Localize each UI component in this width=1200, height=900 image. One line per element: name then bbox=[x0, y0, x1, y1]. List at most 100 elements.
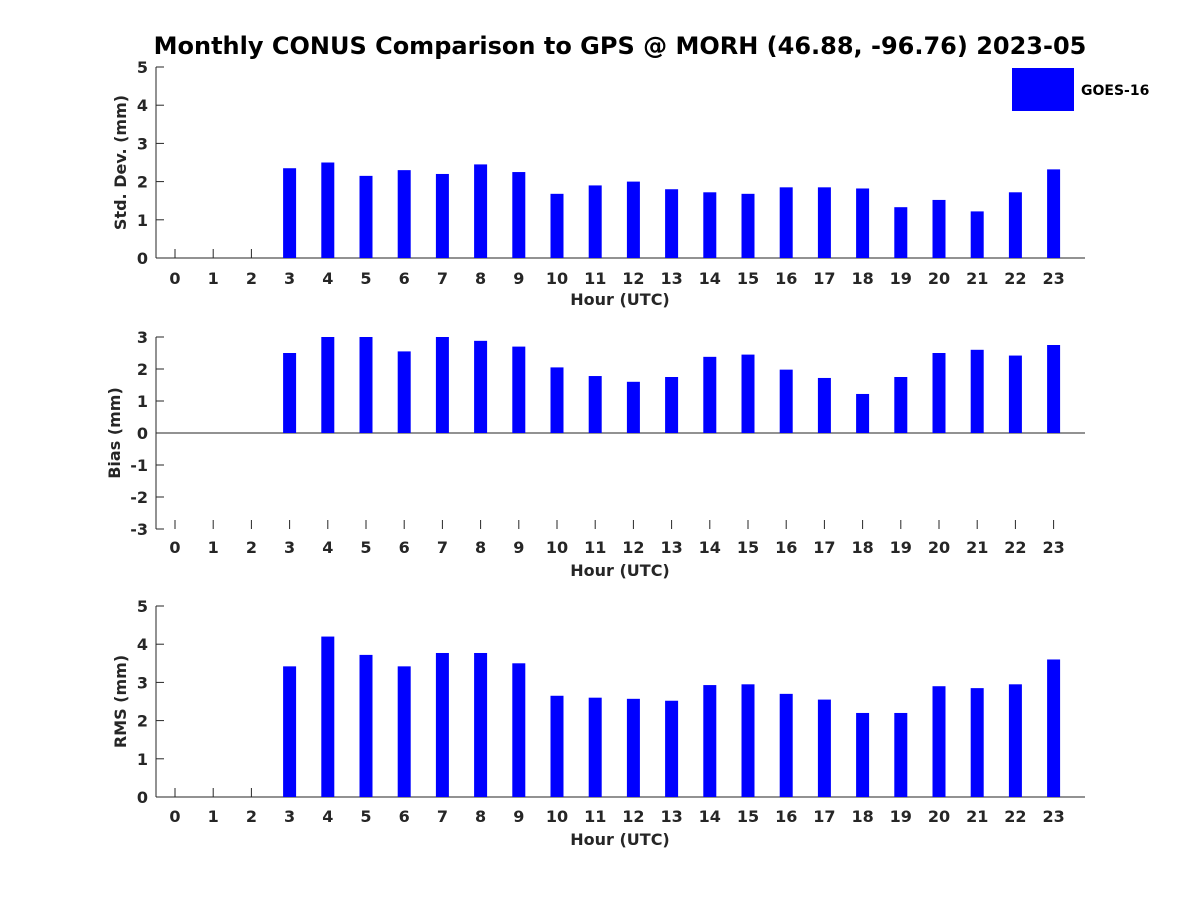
x-tick-label: 16 bbox=[775, 538, 797, 557]
bar-hour-14 bbox=[703, 192, 717, 258]
x-tick-label: 13 bbox=[660, 807, 682, 826]
bar-hour-6 bbox=[397, 666, 411, 797]
bar-hour-21 bbox=[970, 211, 984, 258]
bar-hour-9 bbox=[512, 346, 526, 433]
y-tick-label: -1 bbox=[130, 456, 148, 475]
x-tick-label: 12 bbox=[622, 807, 644, 826]
x-tick-label: 17 bbox=[813, 807, 835, 826]
y-tick-label: -2 bbox=[130, 488, 148, 507]
x-tick-label: 3 bbox=[284, 538, 295, 557]
x-tick-label: 3 bbox=[284, 807, 295, 826]
y-tick-label: 2 bbox=[137, 712, 148, 731]
x-tick-label: 6 bbox=[399, 538, 410, 557]
x-tick-label: 1 bbox=[208, 538, 219, 557]
x-tick-label: 5 bbox=[360, 538, 371, 557]
legend-label: GOES-16 bbox=[1081, 83, 1149, 99]
x-tick-label: 15 bbox=[737, 538, 759, 557]
y-axis-label: Bias (mm) bbox=[105, 387, 124, 479]
x-tick-label: 3 bbox=[284, 269, 295, 288]
x-tick-label: 7 bbox=[437, 269, 448, 288]
x-tick-label: 1 bbox=[208, 269, 219, 288]
x-tick-label: 23 bbox=[1042, 807, 1064, 826]
x-tick-label: 12 bbox=[622, 269, 644, 288]
x-tick-label: 4 bbox=[322, 538, 333, 557]
bar-hour-5 bbox=[359, 175, 373, 258]
x-tick-label: 23 bbox=[1042, 538, 1064, 557]
y-tick-label: 1 bbox=[137, 750, 148, 769]
x-tick-label: 20 bbox=[928, 538, 950, 557]
bar-hour-6 bbox=[397, 351, 411, 433]
x-tick-label: 13 bbox=[660, 538, 682, 557]
bar-hour-22 bbox=[1008, 355, 1022, 433]
bar-hour-9 bbox=[512, 172, 526, 258]
bar-hour-11 bbox=[588, 185, 602, 258]
x-tick-label: 8 bbox=[475, 538, 486, 557]
legend: GOES-16 bbox=[1012, 68, 1149, 111]
bar-hour-13 bbox=[665, 189, 679, 258]
x-tick-label: 14 bbox=[699, 538, 721, 557]
x-tick-label: 22 bbox=[1004, 269, 1026, 288]
bar-hour-9 bbox=[512, 663, 526, 797]
bar-hour-3 bbox=[283, 168, 297, 258]
bar-hour-10 bbox=[550, 367, 564, 433]
y-tick-label: 3 bbox=[137, 673, 148, 692]
x-tick-label: 1 bbox=[208, 807, 219, 826]
bar-hour-15 bbox=[741, 354, 755, 433]
bar-hour-22 bbox=[1008, 684, 1022, 797]
x-tick-label: 2 bbox=[246, 807, 257, 826]
y-axis-label: Std. Dev. (mm) bbox=[111, 95, 130, 230]
bar-hour-4 bbox=[321, 337, 335, 433]
x-tick-label: 20 bbox=[928, 807, 950, 826]
x-tick-label: 13 bbox=[660, 269, 682, 288]
y-tick-label: 2 bbox=[137, 360, 148, 379]
x-tick-label: 22 bbox=[1004, 538, 1026, 557]
x-tick-label: 2 bbox=[246, 538, 257, 557]
x-tick-label: 11 bbox=[584, 538, 606, 557]
bar-hour-20 bbox=[932, 686, 946, 797]
bar-hour-23 bbox=[1047, 169, 1061, 258]
bar-hour-10 bbox=[550, 695, 564, 797]
x-tick-label: 0 bbox=[169, 269, 180, 288]
x-tick-label: 19 bbox=[890, 538, 912, 557]
y-tick-label: 4 bbox=[137, 96, 148, 115]
x-tick-label: 14 bbox=[699, 807, 721, 826]
y-tick-label: 1 bbox=[137, 392, 148, 411]
x-tick-label: 17 bbox=[813, 538, 835, 557]
x-tick-label: 21 bbox=[966, 807, 988, 826]
bar-hour-18 bbox=[856, 188, 870, 258]
y-tick-label: 3 bbox=[137, 328, 148, 347]
x-tick-label: 15 bbox=[737, 269, 759, 288]
legend-swatch bbox=[1012, 68, 1074, 111]
x-tick-label: 19 bbox=[890, 269, 912, 288]
y-tick-label: 2 bbox=[137, 173, 148, 192]
bar-hour-16 bbox=[779, 693, 793, 797]
bar-hour-3 bbox=[283, 666, 297, 797]
x-tick-label: 15 bbox=[737, 807, 759, 826]
bar-hour-4 bbox=[321, 636, 335, 797]
x-tick-label: 18 bbox=[851, 269, 873, 288]
y-tick-label: -3 bbox=[130, 520, 148, 539]
x-tick-label: 20 bbox=[928, 269, 950, 288]
bar-hour-7 bbox=[435, 337, 449, 433]
bar-hour-13 bbox=[665, 700, 679, 797]
x-tick-label: 18 bbox=[851, 538, 873, 557]
x-tick-label: 7 bbox=[437, 807, 448, 826]
x-tick-label: 10 bbox=[546, 538, 568, 557]
bar-hour-11 bbox=[588, 697, 602, 797]
bar-hour-19 bbox=[894, 207, 908, 258]
bar-hour-17 bbox=[817, 377, 831, 433]
bar-hour-15 bbox=[741, 193, 755, 258]
x-tick-label: 5 bbox=[360, 269, 371, 288]
bar-hour-7 bbox=[435, 652, 449, 797]
bar-hour-23 bbox=[1047, 345, 1061, 433]
bar-hour-20 bbox=[932, 199, 946, 258]
y-tick-label: 1 bbox=[137, 211, 148, 230]
bar-hour-22 bbox=[1008, 192, 1022, 258]
x-tick-label: 4 bbox=[322, 269, 333, 288]
